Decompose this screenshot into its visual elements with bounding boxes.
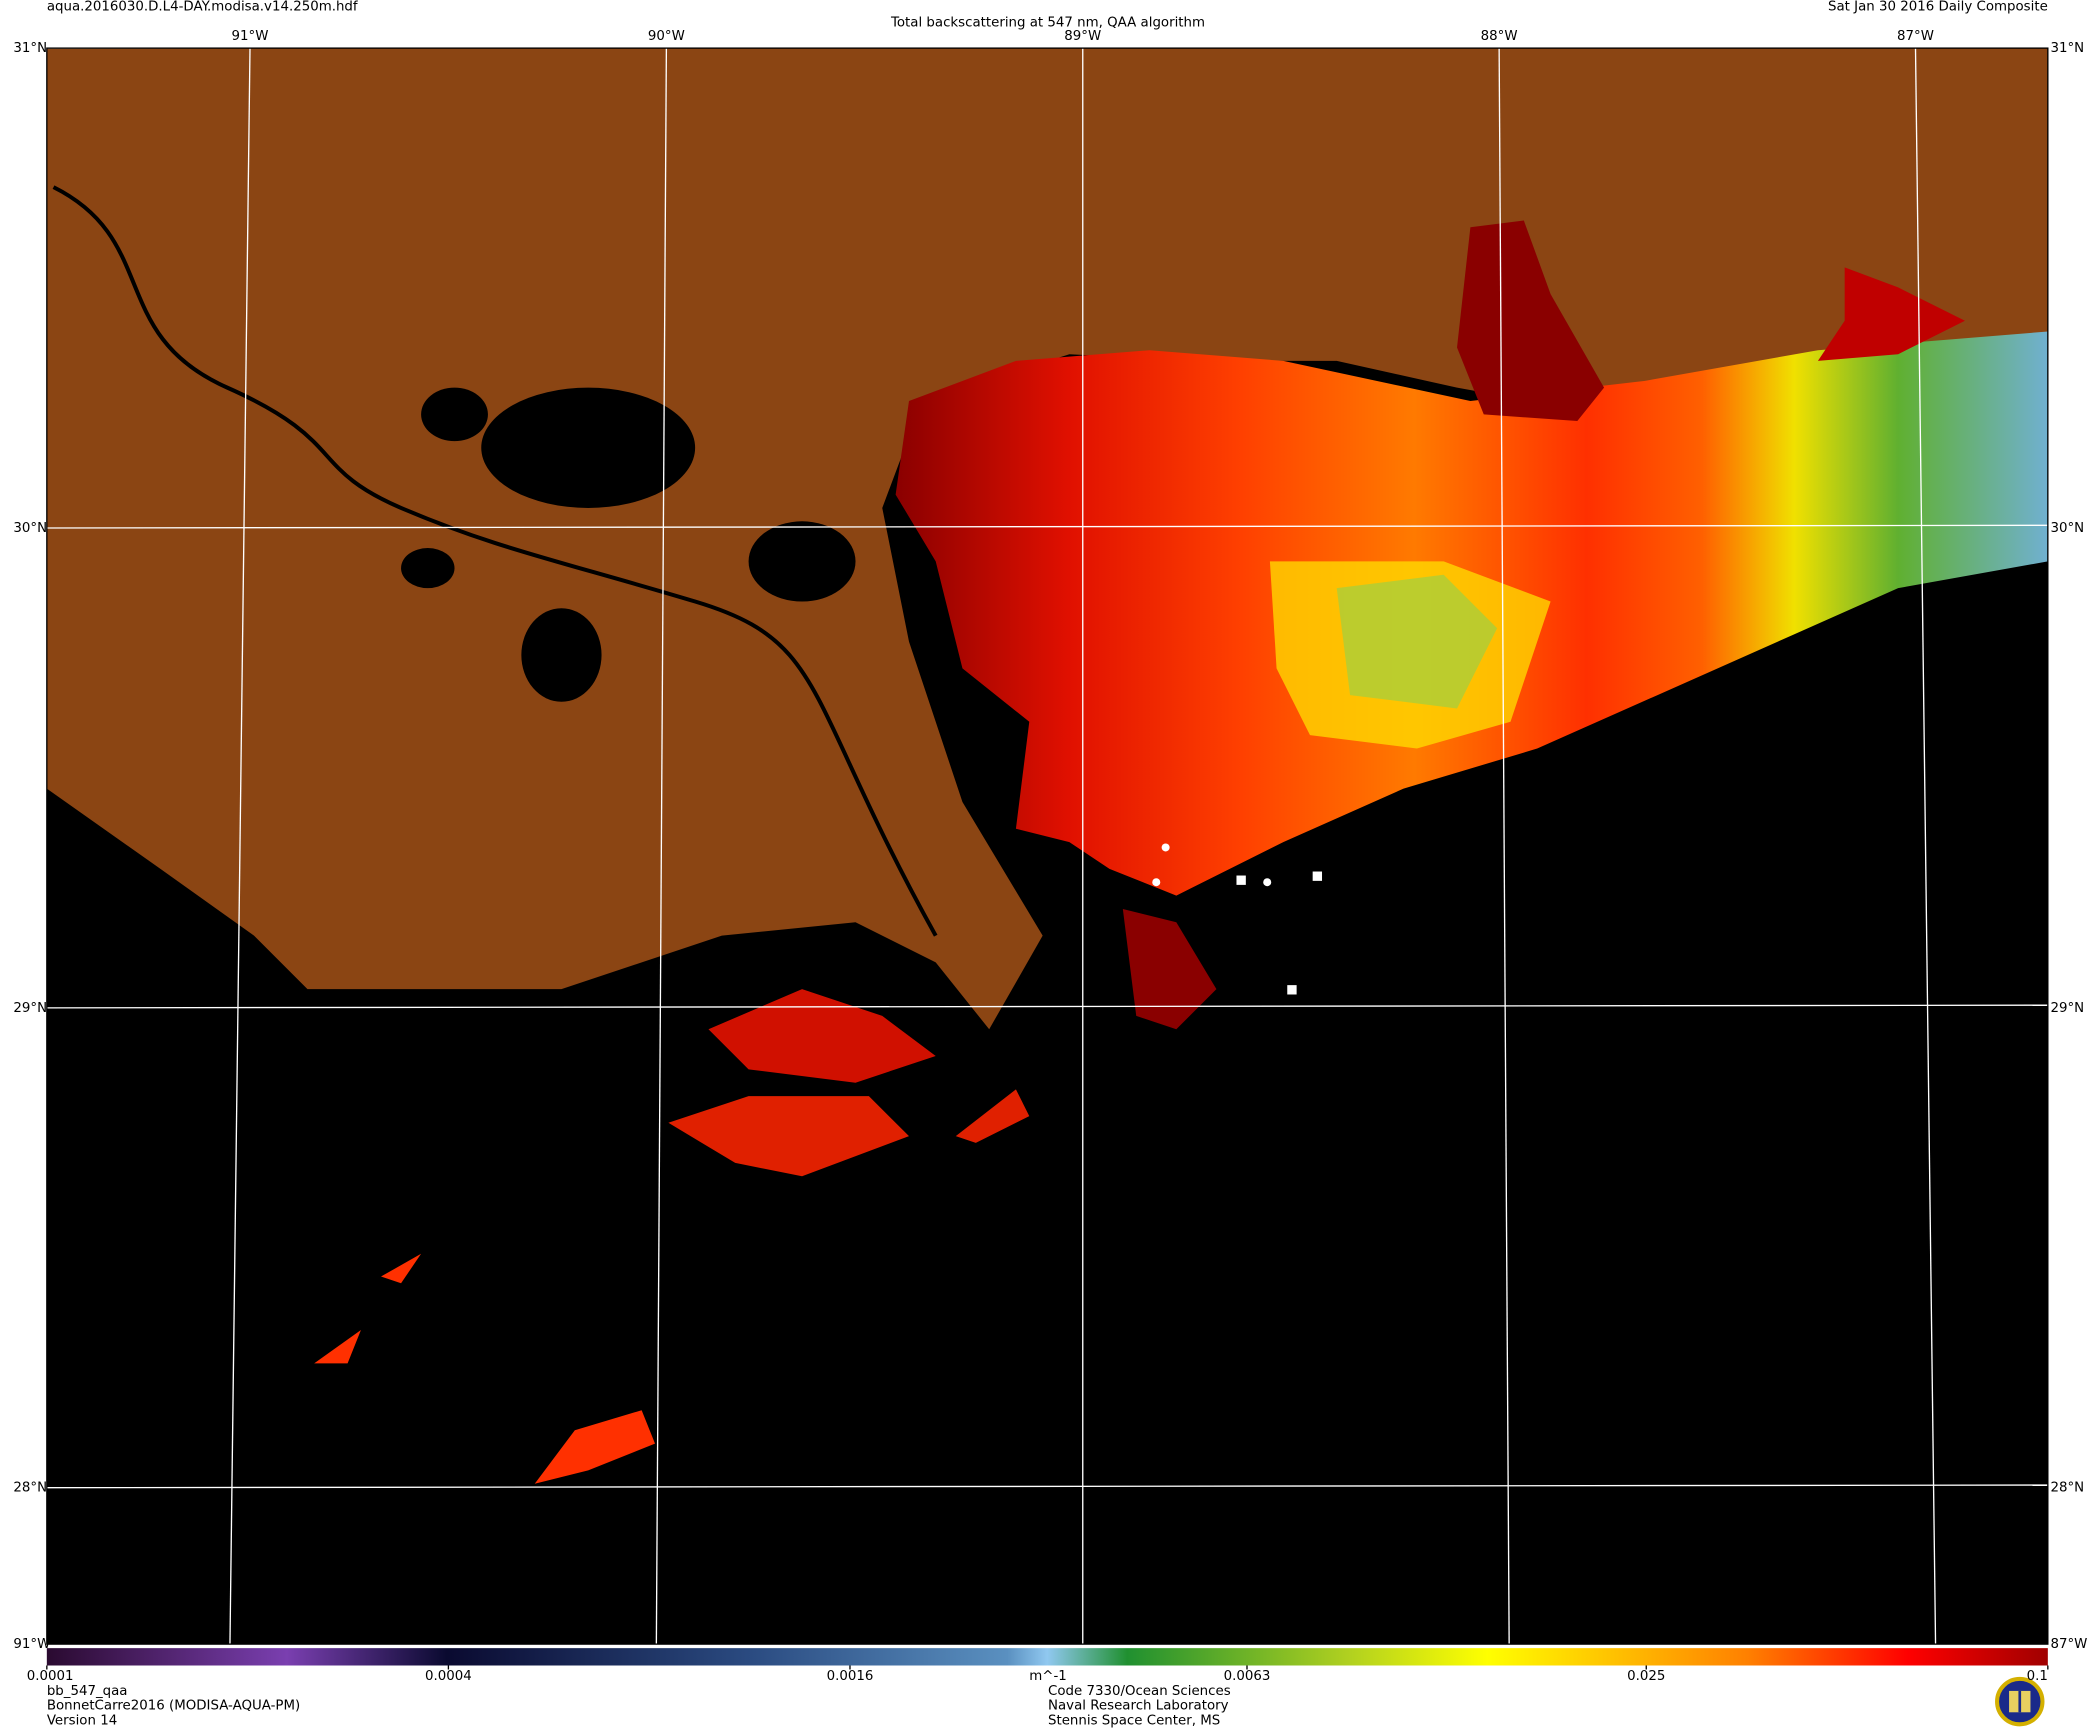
colorbar-tick-label: 0.1 [2027,1669,2048,1684]
title: Total backscattering at 547 nm, QAA algo… [890,16,1205,31]
colorbar-tick-label: 0.0001 [27,1669,74,1684]
lat-label: 29°N [13,1001,47,1016]
lake [748,521,856,602]
lat-label: 31°N [2051,41,2085,56]
plume-core [1336,574,1498,709]
parallel [46,524,2048,529]
parallel [46,1004,2048,1009]
lon-label: 89°W [1064,29,1101,44]
lat-label: 28°N [2051,1481,2085,1496]
patch [314,1329,361,1364]
colorbar-tick-label: 0.0004 [425,1669,472,1684]
parallel [46,1484,2048,1489]
map-frame [46,47,2049,1645]
patch [1122,908,1217,1030]
colorbar-tick-label: 0.0063 [1224,1669,1271,1684]
lat-label: 28°N [13,1481,47,1496]
meridian [655,48,668,1645]
patch [955,1089,1030,1143]
footer-center: Stennis Space Center, MS [1048,1713,1220,1728]
lake [401,548,455,589]
footer-left: bb_547_qaa [47,1684,128,1699]
filename: aqua.2016030.D.L4-DAY.modisa.v14.250m.hd… [47,0,358,15]
patch [708,989,936,1083]
patch [534,1410,656,1484]
station-marker [1161,843,1170,852]
station-marker [1236,875,1246,885]
date: Sat Jan 30 2016 Daily Composite [1828,0,2048,15]
patch [668,1096,909,1177]
meridian [229,48,251,1645]
meridian [1914,48,1937,1645]
lake [421,387,488,442]
footer-center: Code 7330/Ocean Sciences [1048,1684,1231,1699]
lon-label: 88°W [1481,29,1518,44]
lon-label: 91°W [232,29,269,44]
footer-left: Version 14 [47,1713,117,1728]
station-marker [1287,985,1297,995]
river [52,185,938,937]
footer-center: Naval Research Laboratory [1048,1699,1229,1714]
lat-label: 30°N [2051,521,2085,536]
colorbar-tick-label: 0.025 [1627,1669,1665,1684]
lon-label: 87°W [1897,29,1934,44]
bay [1817,267,1965,361]
footer-left: BonnetCarre2016 (MODISA-AQUA-PM) [47,1699,300,1714]
lon-label: 90°W [648,29,685,44]
station-marker [1263,878,1272,887]
station-marker [1312,871,1323,881]
lat-label: 31°N [13,41,47,56]
lake [521,608,602,702]
meridian [1498,48,1510,1645]
lon-label: 87°W [2051,1637,2088,1652]
colorbar-unit: m^-1 [1029,1669,1067,1684]
graticule [46,48,2048,1645]
lat-label: 30°N [13,521,47,536]
colorbar-tick-label: 0.0016 [827,1669,874,1684]
station-marker [1152,878,1161,887]
patch [380,1253,422,1284]
map-image [46,48,2048,1645]
lon-label: 91°W [13,1637,50,1652]
bay [1457,220,1605,422]
lat-label: 29°N [2051,1001,2085,1016]
colorbar [46,1648,2048,1666]
logo [1995,1676,2045,1727]
lake [481,387,696,508]
